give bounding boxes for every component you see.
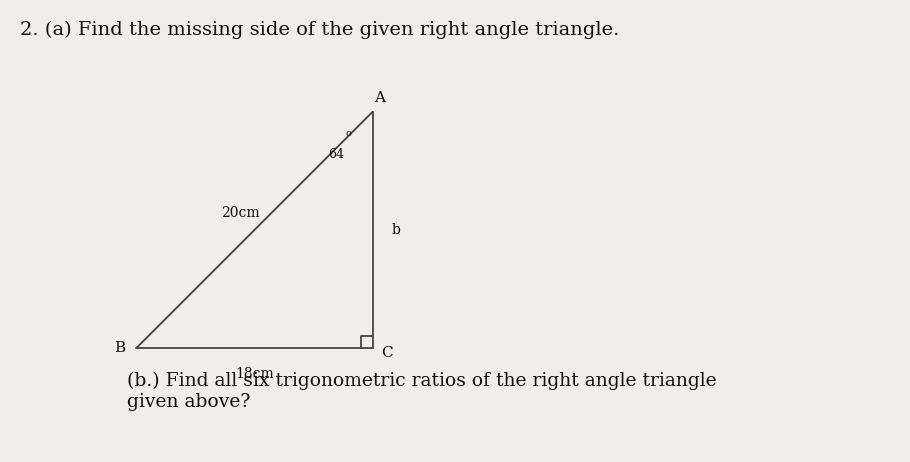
Text: C: C (381, 346, 392, 360)
Text: (b.) Find all six trigonometric ratios of the right angle triangle
given above?: (b.) Find all six trigonometric ratios o… (127, 372, 717, 411)
Text: o: o (346, 129, 351, 138)
Text: b: b (391, 223, 400, 237)
Text: 2. (a) Find the missing side of the given right angle triangle.: 2. (a) Find the missing side of the give… (20, 21, 620, 39)
Text: 18cm: 18cm (235, 367, 274, 381)
Text: 20cm: 20cm (221, 207, 259, 220)
Text: B: B (115, 341, 126, 355)
Text: A: A (374, 91, 385, 105)
Text: 64: 64 (329, 148, 344, 161)
